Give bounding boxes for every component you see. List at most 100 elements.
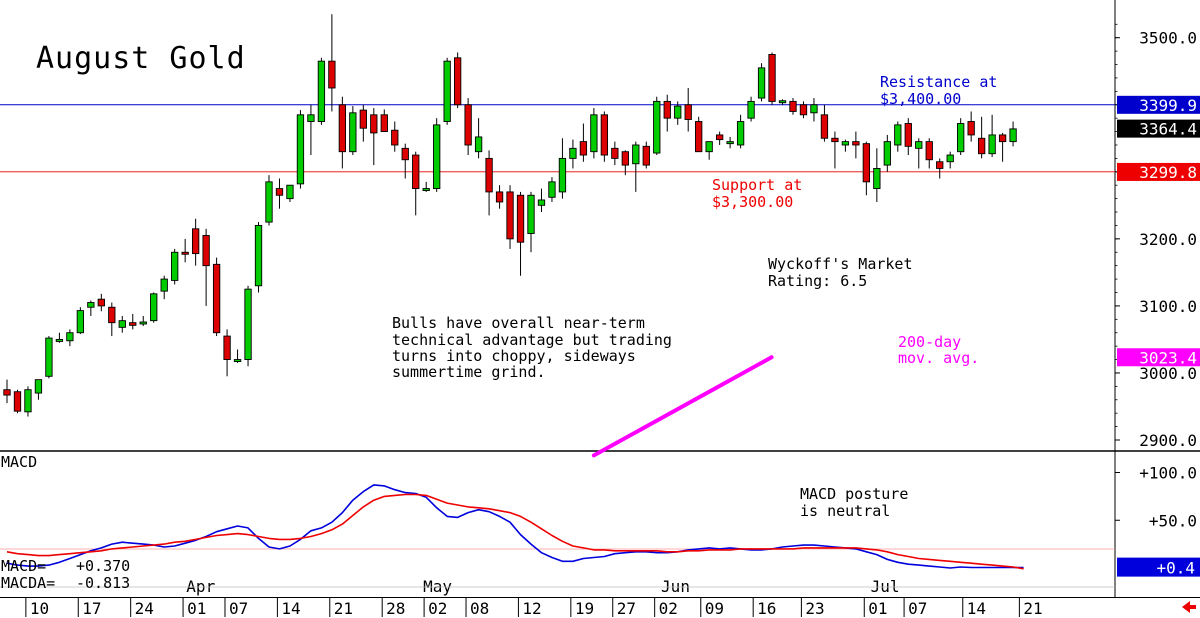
macd-layer: +100.0 +50.0 +0.4	[0, 464, 1200, 588]
candle	[768, 52, 776, 105]
candle	[87, 300, 95, 316]
date-tick-label: 21	[334, 599, 353, 618]
candle	[600, 111, 609, 162]
candle-body	[181, 251, 189, 255]
price-tick-label: 2900.0	[1139, 431, 1197, 450]
candle-body	[778, 100, 787, 104]
scroll-right-arrow-icon[interactable]	[1182, 601, 1196, 613]
candle-body	[286, 184, 294, 200]
candle-body	[621, 151, 629, 166]
candle-body	[485, 157, 493, 193]
candle	[904, 118, 912, 156]
candle	[925, 138, 933, 169]
candle	[915, 138, 923, 169]
candle	[579, 123, 588, 162]
candle	[998, 132, 1007, 162]
candle-body	[674, 105, 682, 119]
candle	[254, 222, 263, 293]
candle-body	[799, 104, 808, 116]
candle-body	[506, 191, 514, 240]
candle-body	[569, 147, 577, 159]
candle-body	[998, 134, 1007, 143]
date-tick-label: 01	[868, 599, 887, 618]
candle	[642, 141, 650, 169]
candle	[569, 139, 577, 169]
candle-body	[977, 137, 986, 155]
candle-body	[642, 145, 650, 166]
macda-readout-label: MACDA=	[1, 574, 55, 592]
candle-body	[1009, 128, 1017, 143]
candle	[422, 181, 430, 192]
resistance-label-line1: Resistance at	[880, 73, 997, 91]
macd-annotation-line2: is neutral	[800, 502, 890, 520]
candle	[275, 178, 284, 209]
candle-body	[789, 100, 797, 112]
candle	[202, 228, 210, 306]
candle-body	[873, 167, 881, 190]
candle-body	[736, 121, 745, 146]
candle	[778, 99, 787, 105]
candle	[684, 87, 692, 132]
candle-body	[401, 147, 409, 161]
candle	[191, 218, 200, 266]
macd-value-box-label: +0.4	[1156, 559, 1195, 578]
bulls-annotation-line3: turns into choppy, sideways	[392, 347, 636, 365]
candle-body	[45, 337, 53, 377]
candle-body	[76, 310, 85, 334]
date-tick-label: 28	[386, 599, 405, 618]
moving-average-layer	[591, 355, 774, 458]
date-tick-label: 01	[187, 599, 206, 618]
candle-body	[265, 181, 273, 223]
support-label-line2: $3,300.00	[712, 193, 793, 211]
candle	[24, 386, 32, 417]
date-tick-label: 12	[522, 599, 541, 618]
candle	[3, 379, 11, 404]
date-tick-label: 14	[967, 599, 986, 618]
candle-body	[579, 141, 588, 156]
candle	[590, 108, 598, 159]
moving-average-label-line1: 200-day	[898, 333, 961, 351]
price-box	[1117, 119, 1200, 138]
candle-body	[317, 60, 326, 122]
candle-body	[516, 194, 525, 243]
candle-body	[967, 121, 975, 136]
candle-body	[338, 104, 347, 153]
candle-body	[244, 288, 252, 360]
candle	[212, 257, 221, 337]
candle	[663, 94, 671, 132]
month-label: Apr	[186, 577, 215, 596]
candle-body	[307, 114, 315, 122]
candle	[244, 285, 252, 367]
candle	[495, 185, 504, 209]
grid-layer	[0, 0, 1200, 598]
date-tick-label: 27	[617, 599, 636, 618]
resistance-label-line2: $3,400.00	[880, 90, 961, 108]
moving-average-label-line2: mov. avg.	[898, 349, 979, 367]
candle-body	[87, 302, 95, 308]
date-tick-label: 23	[805, 599, 824, 618]
candle	[883, 134, 891, 172]
candle	[139, 315, 147, 327]
macd-line	[6, 484, 1024, 569]
candle-body	[936, 161, 944, 169]
month-label: Jul	[871, 577, 900, 596]
candle	[150, 292, 158, 323]
candle-body	[548, 181, 556, 198]
candle-body	[768, 54, 776, 102]
price-tick-label: 3500.0	[1139, 29, 1197, 48]
candle	[873, 148, 881, 202]
candle	[412, 151, 420, 216]
price-box-label: 3399.9	[1139, 96, 1197, 115]
candle-body	[495, 191, 504, 203]
candle	[957, 118, 965, 156]
candle-body	[915, 141, 923, 149]
candle	[506, 185, 514, 249]
candle	[296, 110, 305, 189]
candle	[453, 52, 462, 109]
candle	[653, 96, 661, 156]
candle	[443, 57, 451, 125]
candle-body	[34, 379, 43, 394]
date-tick-label: 08	[470, 599, 489, 618]
candle-body	[757, 67, 766, 99]
candle	[1009, 121, 1017, 147]
